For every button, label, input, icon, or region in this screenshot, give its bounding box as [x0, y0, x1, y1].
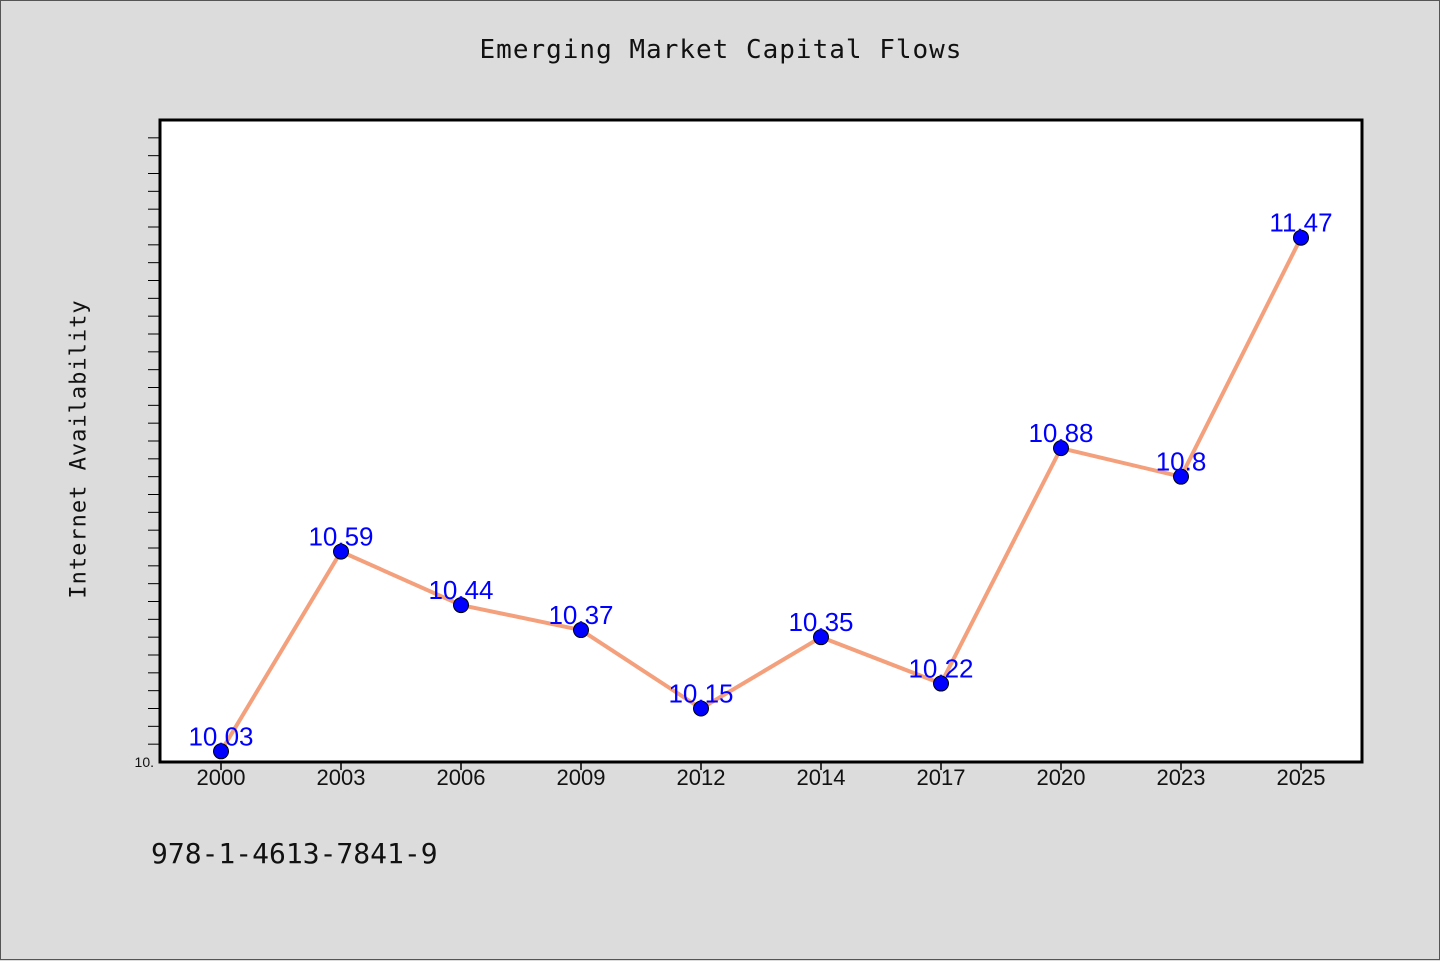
data-label: 10.59	[308, 522, 373, 552]
x-tick-label: 2025	[1277, 765, 1326, 790]
series-line	[219, 236, 1303, 753]
x-tick-label: 2006	[437, 765, 486, 790]
x-tick-label: 2012	[677, 765, 726, 790]
isbn-text: 978-1-4613-7841-9	[151, 837, 438, 870]
data-point	[813, 629, 829, 646]
data-label: 10.03	[188, 721, 253, 751]
data-label: 10.8	[1156, 447, 1207, 477]
x-tick-label: 2000	[197, 765, 246, 790]
data-label: 10.37	[548, 600, 613, 630]
data-point	[1173, 468, 1189, 485]
data-labels: 10.03 10.59 10.44 10.37 10.15 10.35 10.22 10.88…	[188, 208, 1332, 752]
data-point	[693, 700, 709, 717]
data-label: 10.35	[788, 607, 853, 637]
data-label: 10.44	[428, 575, 493, 605]
x-tick-label: 2020	[1037, 765, 1086, 790]
data-label: 10.15	[668, 679, 733, 709]
chart-title: Emerging Market Capital Flows	[479, 35, 963, 65]
data-point	[453, 597, 469, 614]
plot-area	[158, 118, 1364, 764]
data-point	[333, 543, 349, 560]
x-tick-label: 2009	[557, 765, 606, 790]
data-point	[573, 622, 589, 639]
x-tick-label: 2017	[917, 765, 966, 790]
x-axis-ticks: 2000 2003 2006 2009 2012 2014 2017 2020 2023 2025	[197, 762, 1326, 790]
data-point	[213, 743, 229, 760]
y-tick-label: 10.	[135, 754, 154, 770]
data-markers	[213, 229, 1309, 760]
data-point	[933, 675, 949, 692]
x-tick-label: 2014	[797, 765, 846, 790]
data-point	[1053, 440, 1069, 457]
x-tick-label: 2003	[317, 765, 366, 790]
data-label: 11.47	[1269, 208, 1332, 238]
data-label: 10.88	[1028, 418, 1093, 448]
data-point	[1293, 229, 1309, 246]
y-axis-ticks: 10.	[135, 137, 160, 770]
data-label: 10.22	[908, 654, 973, 684]
x-tick-label: 2023	[1157, 765, 1206, 790]
